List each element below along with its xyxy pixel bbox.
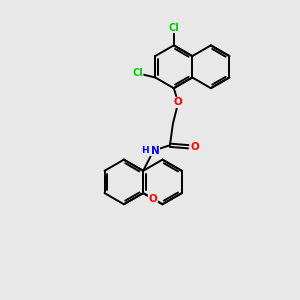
Text: Cl: Cl [132, 68, 143, 78]
Text: O: O [148, 194, 157, 204]
Text: Cl: Cl [168, 22, 179, 32]
Text: O: O [174, 98, 183, 107]
Text: N: N [151, 146, 159, 156]
Text: O: O [190, 142, 199, 152]
Text: H: H [141, 146, 149, 155]
